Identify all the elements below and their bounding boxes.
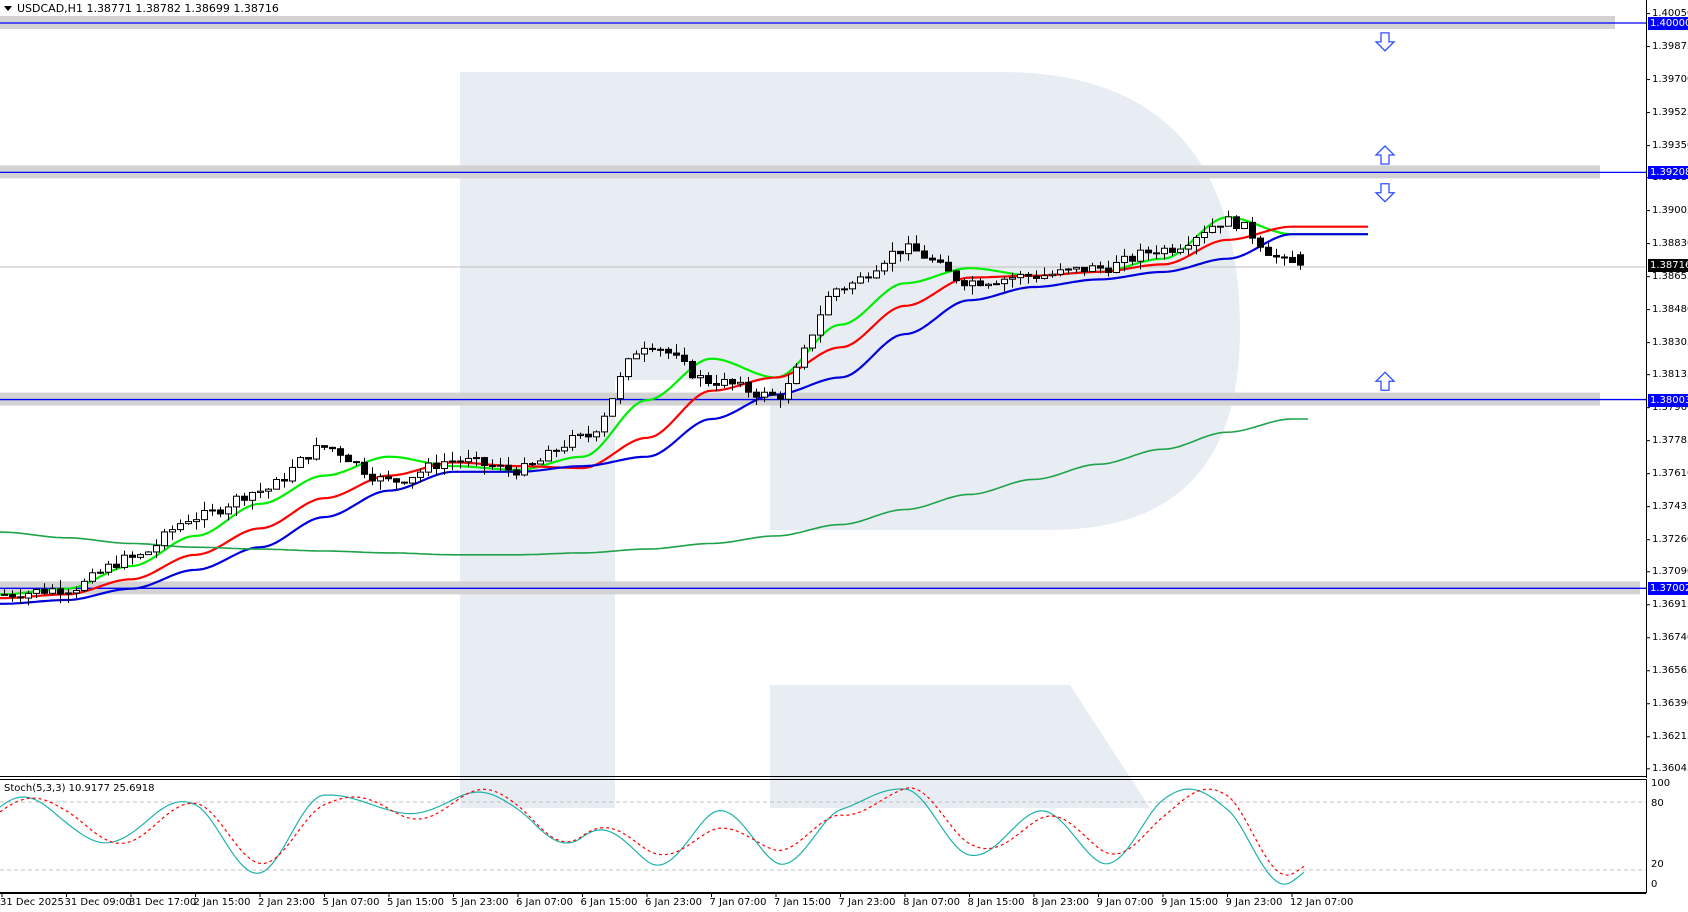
time-tick-label: 5 Jan 07:00 [322,897,380,908]
level-price-tag: 1.37002 [1648,582,1688,596]
price-tick-label: 1.38480 [1652,303,1688,315]
collapse-triangle-icon[interactable] [4,6,12,11]
price-tick-label: 1.38305 [1652,336,1688,348]
time-tick-label: 5 Jan 23:00 [451,897,509,908]
price-tick-label: 1.37785 [1652,434,1688,446]
time-tick-label: 12 Jan 07:00 [1290,897,1354,908]
level-price-tag: 1.40000 [1648,17,1688,30]
stoch-level-label: 100 [1651,778,1671,789]
price-tick-label: 1.39350 [1652,139,1688,151]
time-tick-label: 7 Jan 23:00 [838,897,896,908]
price-tick-label: 1.37260 [1652,533,1688,545]
time-tick-label: 2 Jan 23:00 [258,897,315,908]
ma-line [0,418,1308,556]
time-tick-label: 6 Jan 07:00 [516,897,573,908]
price-tick-label: 1.38135 [1652,368,1688,380]
stoch-main-line [0,788,1305,885]
price-tick-label: 1.36045 [1652,762,1688,774]
time-tick-label: 9 Jan 07:00 [1096,897,1154,908]
time-tick-label: 7 Jan 07:00 [709,897,767,908]
symbol-ohlc: USDCAD,H1 1.38771 1.38782 1.38699 1.3871… [17,2,279,15]
price-tick-label: 1.39525 [1652,106,1688,118]
horizontal-levels [0,16,1646,595]
price-tick-label: 1.37610 [1652,467,1688,479]
price-tick-label: 1.38655 [1652,270,1688,282]
stochastic-header: Stoch(5,3,3) 10.9177 25.6918 [4,783,155,794]
price-tick-label: 1.36915 [1652,598,1688,610]
time-tick-label: 8 Jan 15:00 [967,897,1025,908]
price-tick-label: 1.37435 [1652,500,1688,512]
price-tick-label: 1.38830 [1652,237,1688,249]
time-tick-label: 9 Jan 23:00 [1225,897,1283,908]
time-tick-label: 6 Jan 15:00 [580,897,638,908]
price-tick-label: 1.39875 [1652,40,1688,52]
stochastic-lines [0,787,1305,885]
stoch-level-label: 20 [1651,858,1664,870]
level-price-tag: 1.38003 [1648,393,1688,407]
price-tick-label: 1.40050 [1652,7,1688,19]
arrow-up-icon [1374,371,1396,391]
price-tick-label: 1.39700 [1652,73,1688,85]
stoch-level-label: 80 [1651,798,1664,810]
watermark-logo [460,72,1240,808]
price-tick-label: 1.36565 [1652,664,1688,676]
level-price-tag: 1.39208 [1648,166,1688,180]
time-tick-label: 8 Jan 07:00 [903,897,960,908]
time-tick-label: 2 Jan 15:00 [193,897,251,908]
candlesticks [1,210,1304,606]
price-tick-label: 1.37960 [1652,401,1688,413]
time-tick-label: 8 Jan 23:00 [1032,897,1089,908]
price-tick-label: 1.37090 [1652,565,1688,577]
axis-ticks [0,13,1650,897]
arrow-up-icon [1374,145,1396,165]
stoch-level-label: 0 [1651,879,1658,890]
chart-header: USDCAD,H1 1.38771 1.38782 1.38699 1.3871… [4,2,279,15]
price-tick-label: 1.39005 [1652,204,1688,216]
time-tick-label: 31 Dec 2025 [0,897,64,908]
arrow-down-icon [1374,183,1396,203]
ma-line [0,233,1368,605]
price-tick-label: 1.36740 [1652,631,1688,643]
price-tick-label: 1.36215 [1652,730,1688,742]
arrow-down-icon [1374,32,1396,52]
time-tick-label: 5 Jan 15:00 [387,897,444,908]
signal-arrows [1374,32,1396,391]
time-tick-label: 7 Jan 15:00 [774,897,831,908]
time-tick-label: 31 Dec 09:00 [64,897,132,908]
time-tick-label: 31 Dec 17:00 [129,897,197,908]
time-tick-label: 6 Jan 23:00 [645,897,702,908]
price-tick-label: 1.36390 [1652,697,1688,709]
time-tick-label: 9 Jan 15:00 [1161,897,1218,908]
current-price-tag: 1.38716 [1648,259,1688,273]
